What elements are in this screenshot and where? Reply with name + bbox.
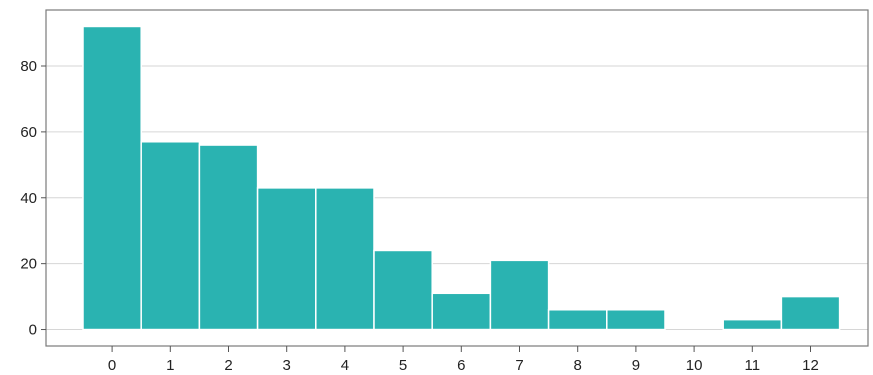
x-tick-label: 8 xyxy=(574,357,582,374)
bar-6 xyxy=(431,292,492,331)
x-tick-label: 7 xyxy=(515,357,523,374)
bar-11 xyxy=(722,318,783,331)
bar-12 xyxy=(780,295,841,331)
x-axis: 0 1 2 3 4 5 6 7 8 9 10 11 12 xyxy=(108,346,819,374)
plot-frame xyxy=(45,9,869,347)
bar-7 xyxy=(489,259,550,331)
x-tick-label: 6 xyxy=(457,357,465,374)
x-tick-label: 3 xyxy=(283,357,291,374)
bar-1 xyxy=(140,141,201,331)
bar-5 xyxy=(373,249,433,331)
x-tick-label: 11 xyxy=(745,357,761,374)
bar-2 xyxy=(198,144,259,331)
y-tick-label: 20 xyxy=(20,256,37,273)
bar-8 xyxy=(547,309,608,331)
bar-3 xyxy=(256,187,317,331)
y-tick-label: 0 xyxy=(29,322,37,339)
x-tick-label: 0 xyxy=(108,357,116,374)
y-tick-label: 60 xyxy=(20,124,37,141)
x-tick-label: 5 xyxy=(399,357,407,374)
y-tick-label: 40 xyxy=(20,190,37,207)
x-tick-label: 4 xyxy=(341,357,349,374)
x-tick-label: 2 xyxy=(224,357,232,374)
x-tick-label: 10 xyxy=(686,357,703,374)
bar-9 xyxy=(606,309,666,331)
bar-0 xyxy=(82,25,142,331)
x-tick-label: 12 xyxy=(802,357,819,374)
bar-4 xyxy=(315,187,375,331)
x-tick-label: 1 xyxy=(166,357,174,374)
y-axis: 0 20 40 60 80 xyxy=(20,58,46,339)
y-tick-label: 80 xyxy=(20,58,37,75)
x-tick-label: 9 xyxy=(632,357,640,374)
bars-group xyxy=(82,25,841,331)
